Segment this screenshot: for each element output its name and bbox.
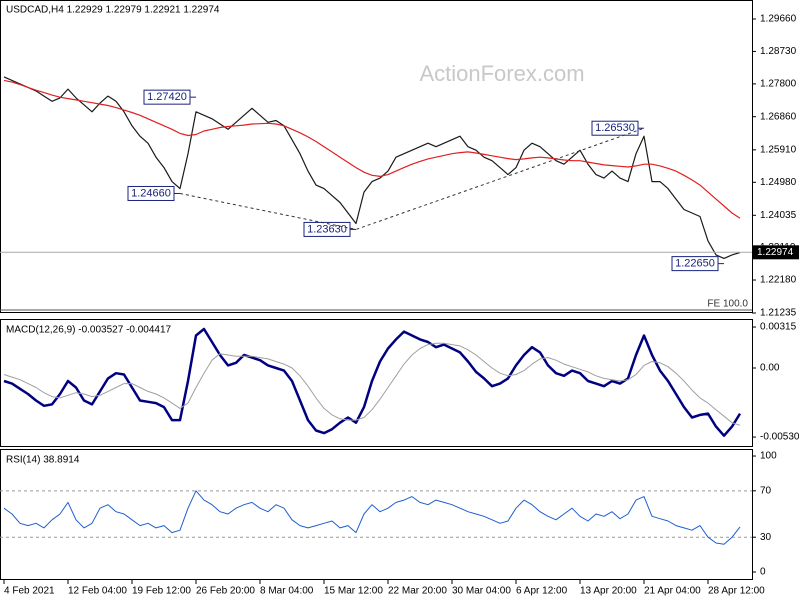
y-tick-label: 1.24980: [760, 177, 797, 188]
x-tick-label: 12 Feb 04:00: [68, 586, 127, 597]
x-tick-label: 8 Mar 04:00: [260, 586, 314, 597]
y-tick-label: 1.26860: [760, 111, 797, 122]
series-line: [3, 79, 741, 219]
annotation-label: 1.22650: [675, 258, 715, 270]
x-tick-label: 26 Feb 20:00: [196, 586, 255, 597]
price-panel: [0, 0, 753, 313]
last-price-box: [753, 245, 799, 260]
y-tick-label: 1.28730: [760, 46, 797, 57]
y-tick-label: 30: [760, 532, 772, 543]
y-tick-label: 1.25910: [760, 144, 797, 155]
x-tick-label: 15 Mar 12:00: [324, 586, 383, 597]
fe-label: FE 100.0: [707, 299, 748, 310]
x-tick-label: 22 Mar 20:00: [388, 586, 447, 597]
series-line: [3, 76, 741, 259]
y-tick-label: 1.29660: [760, 14, 797, 25]
last-price-label: 1.22974: [757, 247, 794, 258]
x-tick-label: 19 Feb 12:00: [132, 586, 191, 597]
y-tick-label: 1.27800: [760, 79, 797, 90]
x-tick-label: 21 Apr 04:00: [644, 586, 701, 597]
annotation-label: 1.27420: [147, 91, 187, 103]
series-line: [3, 327, 742, 437]
x-tick-label: 28 Apr 12:00: [708, 586, 765, 597]
panel-title: USDCAD,H4 1.22929 1.22979 1.22921 1.2297…: [6, 5, 220, 16]
y-tick-label: 0: [760, 567, 766, 578]
x-tick-label: 4 Feb 2021: [4, 586, 55, 597]
x-tick-label: 30 Mar 04:00: [452, 586, 511, 597]
series-line: [3, 490, 741, 545]
series-line: [3, 342, 741, 426]
watermark: ActionForex.com: [419, 61, 584, 86]
y-tick-label: 1.24035: [760, 210, 797, 221]
x-tick-label: 13 Apr 20:00: [580, 586, 637, 597]
panel-title: MACD(12,26,9) -0.003527 -0.004417: [6, 325, 172, 336]
panel-title: RSI(14) 38.8914: [6, 455, 80, 466]
y-tick-label: 70: [760, 485, 772, 496]
annotation-label: 1.23630: [307, 223, 347, 235]
y-tick-label: 0.00: [760, 363, 780, 374]
macd-panel: [0, 319, 753, 447]
annotation-label: 1.24660: [131, 187, 171, 199]
y-tick-label: -0.005307: [760, 432, 800, 443]
y-tick-label: 100: [760, 451, 777, 462]
y-tick-label: 1.22180: [760, 275, 797, 286]
annotation-label: 1.26530: [595, 122, 635, 134]
y-tick-label: 1.21235: [760, 308, 797, 319]
rsi-panel: [0, 449, 753, 580]
y-tick-label: 0.00315: [760, 322, 797, 333]
x-tick-label: 6 Apr 12:00: [516, 586, 568, 597]
